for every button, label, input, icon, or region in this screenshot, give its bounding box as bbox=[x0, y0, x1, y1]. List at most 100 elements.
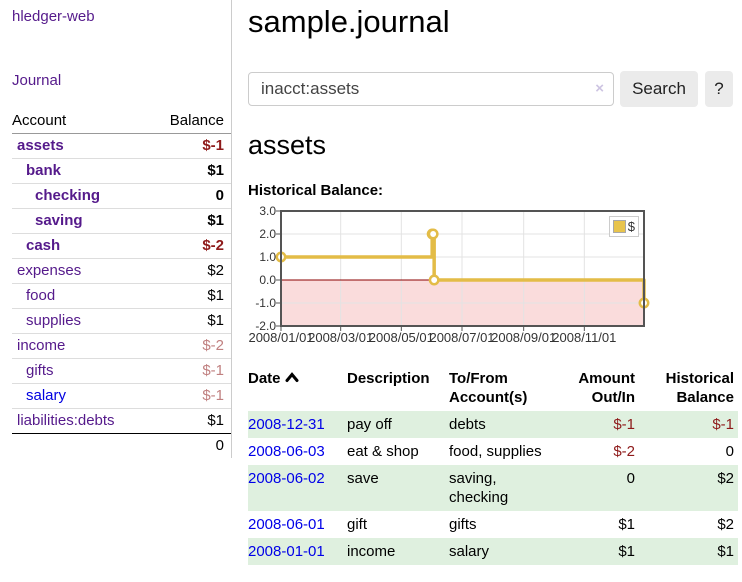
cell-balance: $1 bbox=[639, 538, 738, 565]
cell-date: 2008-01-01 bbox=[248, 538, 347, 565]
y-axis-tick-label: 3.0 bbox=[259, 204, 276, 218]
x-axis-tick-label: 2008/11/01 bbox=[552, 330, 617, 345]
header-date[interactable]: Date bbox=[248, 367, 347, 411]
transaction-date-link[interactable]: 2008-06-02 bbox=[248, 470, 325, 487]
cell-balance: $2 bbox=[639, 465, 738, 511]
cell-balance: 0 bbox=[725, 443, 734, 460]
account-row: liabilities:debts $1 bbox=[12, 408, 231, 434]
account-row: checking 0 bbox=[12, 183, 231, 209]
legend-swatch-icon bbox=[612, 220, 626, 233]
transaction-row: 2008-01-01 income salary $1 $1 bbox=[248, 538, 738, 565]
account-balance: $1 bbox=[149, 308, 231, 334]
transactions-rows: 2008-12-31 pay off debts $-1 $-1 2008-06-03 ea… bbox=[248, 411, 738, 565]
y-axis-tick-label: 0.0 bbox=[259, 273, 276, 287]
cell-description: eat & shop bbox=[347, 443, 419, 460]
account-balance: $1 bbox=[149, 408, 231, 434]
chart-plot-area: $ bbox=[275, 210, 650, 331]
account-link-expenses[interactable]: expenses bbox=[17, 262, 82, 279]
cell-date: 2008-06-02 bbox=[248, 465, 347, 511]
sidebar-nav: Journal bbox=[12, 72, 231, 89]
account-row: expenses $2 bbox=[12, 258, 231, 284]
journal-link[interactable]: Journal bbox=[12, 72, 62, 89]
transaction-row: 2008-12-31 pay off debts $-1 $-1 bbox=[248, 411, 738, 438]
cell-amount: $1 bbox=[618, 516, 635, 533]
x-axis-tick-label: 2008/01/01 bbox=[248, 330, 314, 345]
account-row: salary $-1 bbox=[12, 383, 231, 409]
header-balance: Historical Balance bbox=[665, 370, 734, 406]
cell-date: 2008-12-31 bbox=[248, 411, 347, 438]
account-balance: $-1 bbox=[149, 383, 231, 409]
account-heading: assets bbox=[248, 130, 327, 160]
transaction-date-link[interactable]: 2008-12-31 bbox=[248, 416, 325, 433]
account-row: income $-2 bbox=[12, 333, 231, 359]
header-description: Description bbox=[347, 370, 430, 387]
account-balance: $1 bbox=[149, 283, 231, 309]
account-balance: $-1 bbox=[149, 358, 231, 384]
search-row: × Search ? bbox=[248, 71, 742, 107]
accounts-total-row: 0 bbox=[12, 434, 231, 459]
main-content: sample.journal × Search ? assets Histori… bbox=[232, 0, 742, 565]
account-row: supplies $1 bbox=[12, 308, 231, 334]
account-row: bank $1 bbox=[12, 158, 231, 184]
accounts-table: Account Balance assets $-1 bank $1 checking 0… bbox=[12, 109, 231, 458]
header-amount: Amount Out/In bbox=[578, 370, 635, 406]
account-balance: 0 bbox=[149, 183, 231, 209]
clear-search-icon[interactable]: × bbox=[595, 80, 604, 97]
transaction-date-link[interactable]: 2008-01-01 bbox=[248, 543, 325, 560]
account-link-salary[interactable]: salary bbox=[26, 387, 67, 404]
account-link-checking[interactable]: checking bbox=[35, 187, 101, 204]
account-link-saving[interactable]: saving bbox=[35, 212, 83, 229]
cell-accounts: gifts bbox=[449, 516, 477, 533]
x-axis-tick-label: 2008/09/01 bbox=[491, 330, 557, 345]
help-button[interactable]: ? bbox=[705, 71, 733, 107]
cell-accounts: food, supplies bbox=[449, 443, 542, 460]
account-link-income[interactable]: income bbox=[17, 337, 66, 354]
account-link-bank[interactable]: bank bbox=[26, 162, 62, 179]
account-balance: $-2 bbox=[149, 233, 231, 259]
account-link-supplies[interactable]: supplies bbox=[26, 312, 82, 329]
account-link-liabilities-debts[interactable]: liabilities:debts bbox=[17, 412, 115, 429]
transactions-table: Date Description To/From Account(s) Amou… bbox=[248, 367, 738, 565]
account-link-gifts[interactable]: gifts bbox=[26, 362, 54, 379]
cell-accounts: saving, checking bbox=[449, 465, 563, 511]
x-axis-tick-label: 2008/03/01 bbox=[308, 330, 374, 345]
app-window: hledger-web Journal Account Balance asse… bbox=[12, 0, 742, 565]
account-link-assets[interactable]: assets bbox=[17, 137, 64, 154]
account-balance: $2 bbox=[149, 258, 231, 284]
account-balance: $1 bbox=[149, 208, 231, 234]
search-input[interactable] bbox=[248, 72, 614, 106]
legend-label: $ bbox=[627, 219, 635, 234]
accounts-rows: assets $-1 bank $1 checking 0 saving $1 cash $-2 e… bbox=[12, 133, 231, 434]
x-axis-tick-label: 2008/05/01 bbox=[368, 330, 434, 345]
chart-legend: $ bbox=[608, 216, 639, 237]
cell-accounts: debts bbox=[449, 411, 563, 438]
y-axis-tick-label: 1.0 bbox=[259, 250, 276, 264]
cell-amount: $-1 bbox=[563, 411, 639, 438]
cell-description: save bbox=[347, 465, 449, 511]
historical-balance-chart: $ 3.0 2.0 1.0 0.0 -1.0 -2.0 2008/01/01 2008/03… bbox=[248, 204, 688, 350]
sort-up-icon bbox=[285, 369, 299, 388]
account-balance: $-2 bbox=[149, 333, 231, 359]
account-row: food $1 bbox=[12, 283, 231, 309]
cell-amount: $-2 bbox=[613, 443, 635, 460]
account-row: cash $-2 bbox=[12, 233, 231, 259]
transaction-date-link[interactable]: 2008-06-03 bbox=[248, 443, 325, 460]
hledger-web-link[interactable]: hledger-web bbox=[12, 8, 95, 25]
account-link-cash[interactable]: cash bbox=[26, 237, 61, 254]
account-link-food[interactable]: food bbox=[26, 287, 56, 304]
cell-amount: $1 bbox=[563, 538, 639, 565]
transaction-row: 2008-06-03 eat & shop food, supplies $-2 0 bbox=[248, 438, 738, 465]
transaction-row: 2008-06-02 save saving, checking 0 $2 bbox=[248, 465, 738, 511]
cell-description: income bbox=[347, 538, 449, 565]
app-title: hledger-web bbox=[12, 8, 231, 25]
transactions-header-row: Date Description To/From Account(s) Amou… bbox=[248, 367, 738, 411]
cell-amount: 0 bbox=[563, 465, 639, 511]
search-box: × bbox=[248, 72, 614, 106]
transaction-date-link[interactable]: 2008-06-01 bbox=[248, 516, 325, 533]
cell-description: gift bbox=[347, 516, 368, 533]
header-accounts: To/From Account(s) bbox=[449, 370, 528, 406]
search-button[interactable]: Search bbox=[620, 71, 698, 107]
accounts-header-account: Account bbox=[12, 109, 150, 134]
cell-description: pay off bbox=[347, 411, 449, 438]
account-balance: $-1 bbox=[149, 133, 231, 159]
